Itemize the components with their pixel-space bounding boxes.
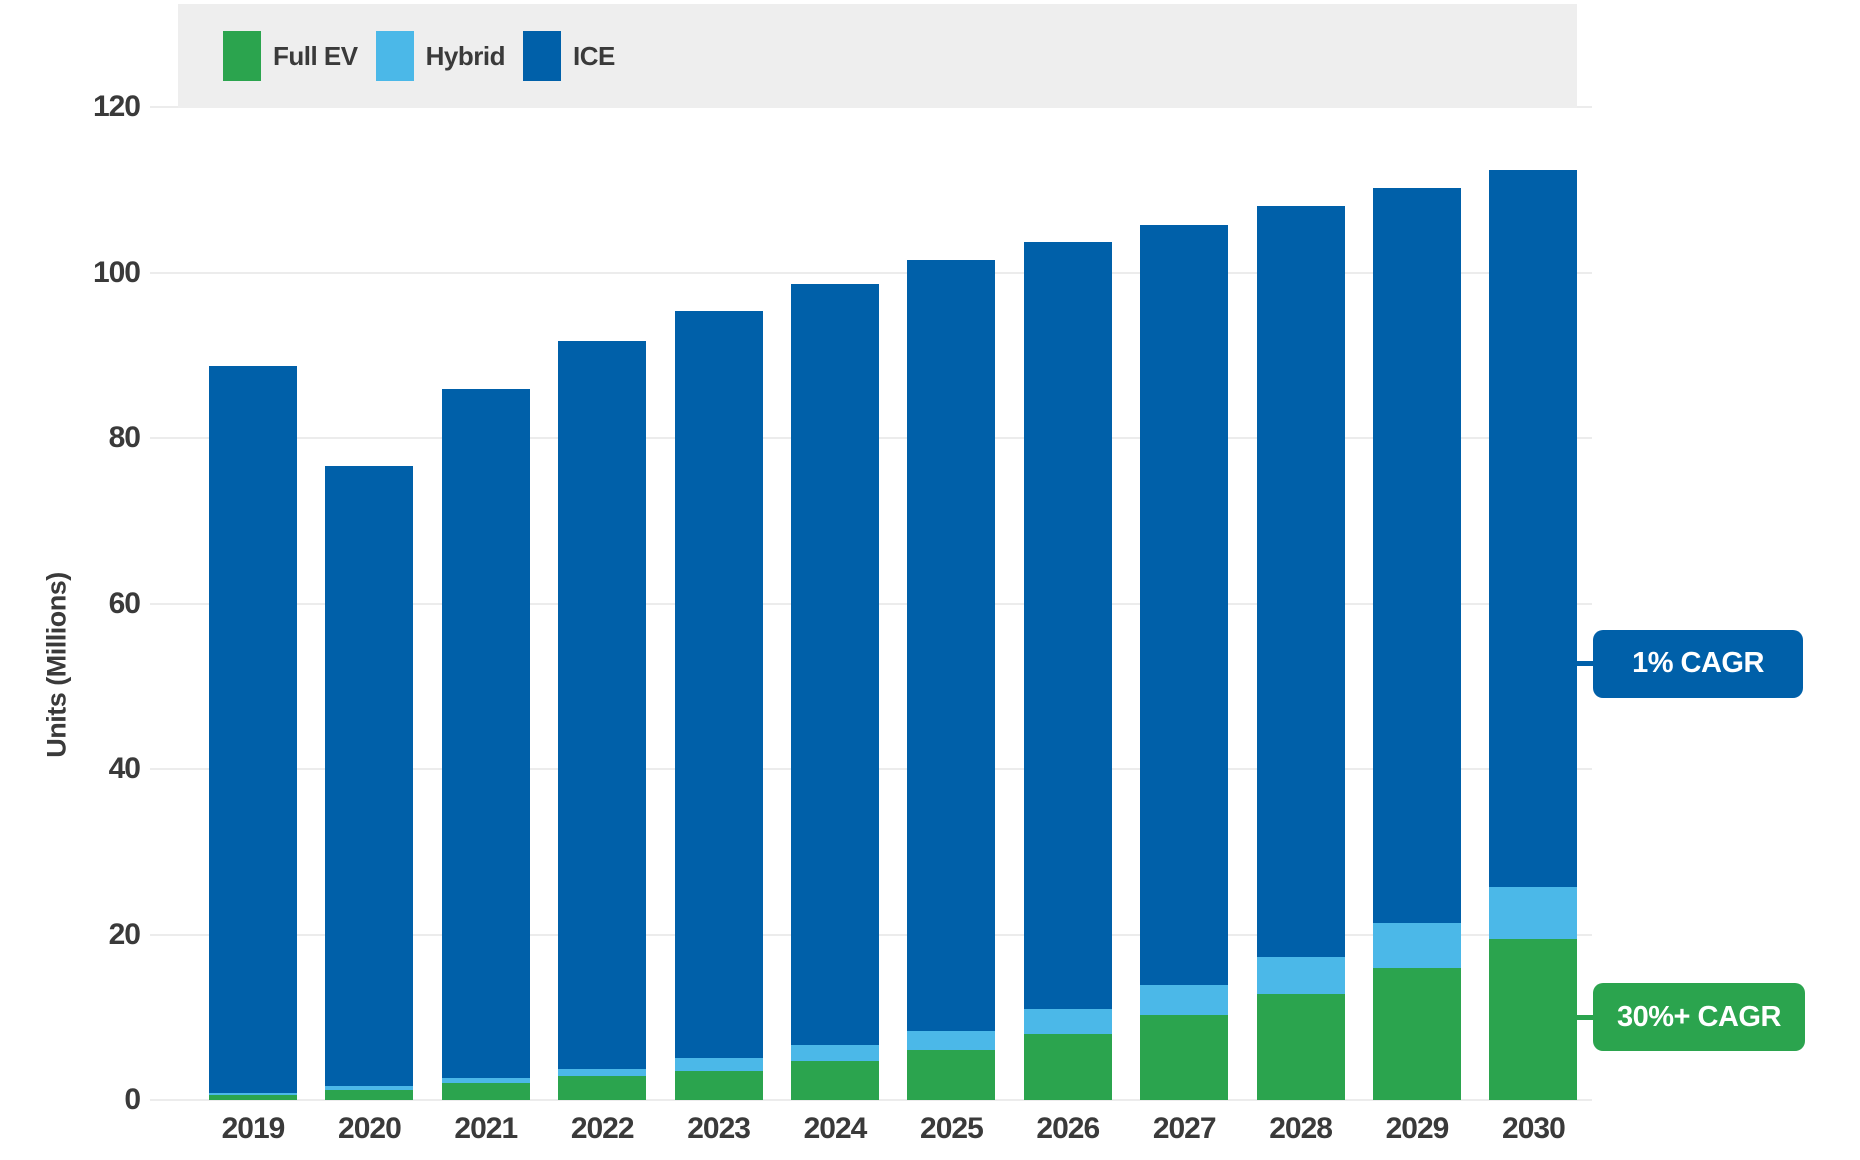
segment-hybrid-2028 [1256,956,1345,995]
bar-2021 [441,107,530,1100]
y-tick-0: 0 [124,1083,141,1116]
segment-full-ev-2024 [791,1061,879,1100]
legend-item-ice: ICE [522,31,615,81]
callout-ev-cagr-label: 30%+ CAGR [1617,1000,1781,1033]
x-tick-2026: 2026 [1036,1112,1100,1145]
bar-2027 [1140,107,1229,1100]
x-tick-2029: 2029 [1385,1112,1450,1145]
segment-ice-2027 [1140,225,1229,985]
callout-ice-cagr: 1% CAGR [1593,629,1803,698]
x-tick-2024: 2024 [803,1112,868,1145]
segment-ice-2019 [209,366,297,1093]
x-tick-2019: 2019 [221,1112,286,1145]
segment-full-ev-2028 [1256,994,1345,1100]
bar-2029 [1373,107,1461,1100]
x-tick-2025: 2025 [920,1112,984,1145]
bar-2022 [558,107,647,1100]
legend-item-full-ev: Full EV [223,31,358,81]
bar-2019 [209,107,297,1100]
legend-label: Full EV [273,40,358,71]
segment-full-ev-2027 [1140,1014,1229,1100]
gridline-0 [150,1099,1592,1101]
callout-ice-cagr-label: 1% CAGR [1632,647,1764,680]
segment-hybrid-2027 [1140,985,1229,1015]
segment-full-ev-2019 [209,1095,297,1100]
segment-full-ev-2026 [1023,1033,1112,1100]
y-tick-100: 100 [92,255,141,289]
x-tick-2020: 2020 [338,1112,402,1145]
bar-2026 [1023,107,1112,1100]
segment-full-ev-2023 [674,1071,763,1100]
bar-2020 [325,107,414,1100]
legend-label: Hybrid [425,40,506,71]
x-tick-2023: 2023 [687,1112,751,1145]
legend-swatch-full-ev [223,31,261,81]
legend-label: ICE [572,40,615,71]
segment-hybrid-2026 [1023,1009,1112,1034]
x-tick-2027: 2027 [1152,1112,1217,1145]
bar-2024 [791,107,879,1100]
segment-full-ev-2020 [325,1090,414,1100]
y-axis-title: Units (Millions) [41,572,72,758]
segment-hybrid-2025 [907,1031,996,1051]
segment-hybrid-2020 [325,1085,414,1091]
bar-2028 [1256,107,1345,1100]
y-tick-120: 120 [92,90,141,123]
legend: Full EV Hybrid ICE [178,4,1577,108]
y-tick-40: 40 [108,752,141,785]
callout-connector-ev [1577,1014,1594,1020]
segment-ice-2023 [674,310,763,1058]
legend-swatch-ice [522,31,561,81]
bar-2025 [907,107,996,1100]
gridline-100 [150,271,1592,274]
y-tick-60: 60 [108,586,141,620]
segment-hybrid-2019 [209,1092,297,1096]
segment-ice-2024 [791,284,879,1045]
segment-hybrid-2024 [791,1044,879,1062]
y-tick-80: 80 [108,421,141,454]
segment-hybrid-2023 [674,1057,763,1072]
segment-hybrid-2021 [441,1077,530,1084]
segment-ice-2021 [441,389,530,1078]
x-tick-2030: 2030 [1502,1112,1566,1145]
segment-hybrid-2022 [558,1068,647,1077]
segment-hybrid-2030 [1489,887,1578,939]
segment-full-ev-2030 [1489,938,1578,1100]
segment-ice-2026 [1023,241,1112,1009]
segment-full-ev-2025 [907,1050,996,1100]
bar-2023 [674,107,763,1100]
callout-ev-cagr: 30%+ CAGR [1593,983,1805,1052]
segment-ice-2025 [907,260,996,1032]
legend-swatch-hybrid [375,31,414,81]
x-tick-2028: 2028 [1269,1112,1333,1145]
segment-full-ev-2029 [1373,967,1461,1100]
x-tick-2021: 2021 [454,1112,518,1145]
segment-ice-2029 [1373,188,1461,923]
segment-full-ev-2021 [441,1083,530,1100]
segment-ice-2020 [325,466,414,1086]
bar-2030 [1489,107,1578,1100]
y-tick-20: 20 [108,917,141,951]
segment-ice-2030 [1489,169,1578,888]
x-tick-2022: 2022 [570,1112,635,1145]
segment-full-ev-2022 [558,1076,647,1100]
legend-item-hybrid: Hybrid [375,31,506,81]
callout-connector-ice [1577,661,1594,667]
segment-hybrid-2029 [1373,922,1461,968]
segment-ice-2022 [558,341,647,1069]
segment-ice-2028 [1256,206,1345,957]
